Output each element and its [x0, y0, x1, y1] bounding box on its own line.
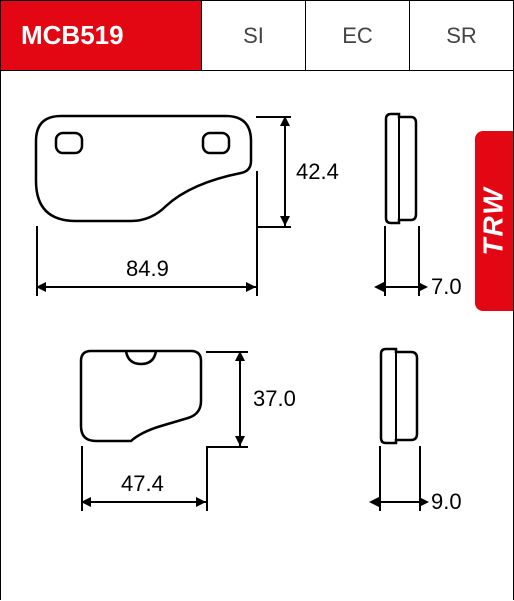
ext-line	[206, 351, 248, 353]
arrow-icon	[418, 282, 428, 292]
dim-line-top-height	[284, 116, 286, 226]
technical-diagram: 42.4 84.9 7.0 37.0 47.4 9.0 TRW	[1, 71, 513, 601]
arrow-icon	[246, 282, 256, 292]
dim-top-height: 42.4	[296, 159, 339, 185]
dim-line-bot-height	[239, 351, 241, 446]
bottom-pad-front-icon	[76, 346, 206, 446]
ext-line	[418, 226, 420, 296]
ext-line	[206, 446, 208, 511]
top-pad-side-icon	[381, 111, 421, 226]
variant-ec: EC	[305, 1, 409, 70]
dim-line-top-width	[36, 286, 256, 288]
arrow-icon	[196, 497, 206, 507]
arrow-icon	[369, 497, 379, 507]
product-code: MCB519	[1, 1, 201, 70]
dim-top-width: 84.9	[126, 256, 169, 282]
ext-line	[384, 226, 386, 296]
variant-sr: SR	[409, 1, 513, 70]
brand-tab: TRW	[475, 131, 513, 311]
brand-logo: TRW	[478, 186, 510, 255]
dim-bottom-height: 37.0	[253, 386, 296, 412]
arrow-icon	[280, 116, 290, 126]
ext-line	[379, 446, 381, 511]
dim-bottom-width: 47.4	[121, 471, 164, 497]
variant-codes: SI EC SR	[201, 1, 513, 70]
dim-top-thickness: 7.0	[431, 274, 462, 300]
arrow-icon	[36, 282, 46, 292]
bottom-pad-side-icon	[376, 346, 422, 446]
ext-line	[419, 446, 421, 511]
ext-line	[36, 226, 38, 296]
arrow-icon	[235, 351, 245, 361]
ext-line	[256, 116, 291, 118]
arrow-icon	[280, 216, 290, 226]
ext-line	[81, 446, 83, 511]
arrow-icon	[374, 282, 384, 292]
dim-bottom-thickness: 9.0	[431, 489, 462, 515]
variant-si: SI	[201, 1, 305, 70]
arrow-icon	[235, 436, 245, 446]
header-bar: MCB519 SI EC SR	[1, 1, 513, 71]
ext-line	[256, 171, 258, 296]
top-pad-front-icon	[31, 111, 256, 226]
arrow-icon	[419, 497, 429, 507]
ext-line	[206, 446, 248, 448]
arrow-icon	[81, 497, 91, 507]
dim-line-bot-thick	[376, 501, 422, 503]
dim-line-top-thick	[381, 286, 421, 288]
dim-line-bot-width	[81, 501, 206, 503]
ext-line	[256, 226, 291, 228]
